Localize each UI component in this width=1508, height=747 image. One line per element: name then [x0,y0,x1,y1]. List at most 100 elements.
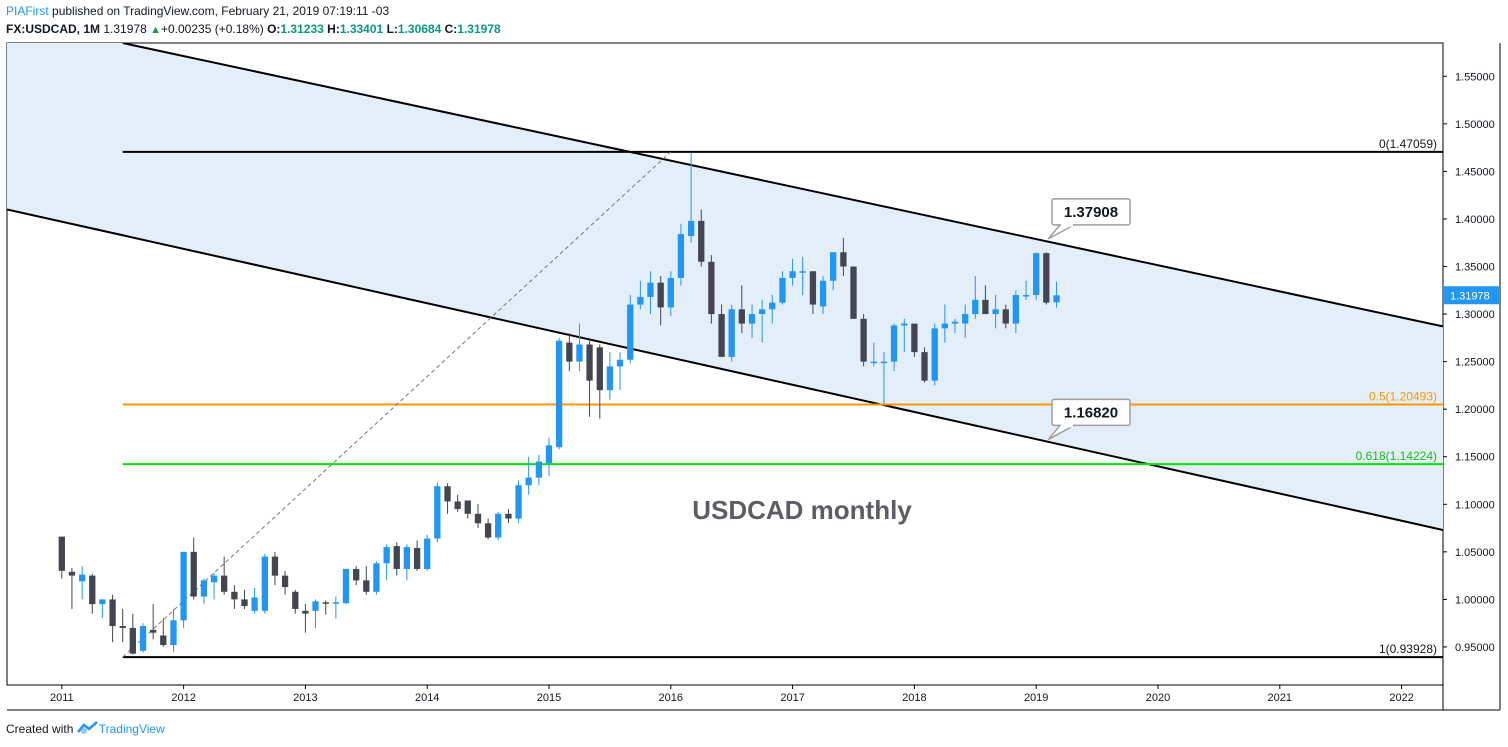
low-value: 1.30684 [397,22,442,36]
price-change: +0.00235 (+0.18%) [160,22,264,36]
candle-body [58,536,65,571]
candle [58,536,65,579]
candle-body [383,547,390,564]
candle [281,570,289,595]
candle-body [1022,295,1030,297]
candle [718,304,725,357]
candle-body [424,538,431,569]
candle-body [728,309,735,357]
candle [484,518,492,540]
candle-body [353,568,360,581]
candle [373,561,380,595]
candle [789,258,796,286]
candle [941,304,948,343]
candle [535,454,543,486]
candle-body [759,309,766,315]
candle [708,255,715,324]
candle [809,271,817,315]
candle [251,587,258,614]
tradingview-brand[interactable]: TradingView [98,722,165,736]
callout-pointer [1047,224,1075,240]
candle-body [657,282,664,308]
candle [322,600,329,615]
candle-body [972,299,979,315]
candle-body [271,556,279,576]
publisher-name[interactable]: PIAFirst [6,4,49,18]
candle [545,437,553,476]
candle [464,500,471,519]
price-callout: 1.16820 [1047,398,1131,441]
candle [870,342,877,367]
candle-body [1053,295,1060,303]
candle [931,323,938,386]
candle-body [515,485,522,519]
candle-body [505,513,512,519]
candle [109,594,116,643]
low-label: L: [386,22,398,36]
candle [667,271,674,316]
candle-body [525,477,532,486]
candle-body [901,323,908,326]
candle-body [200,580,208,597]
candle-body [718,314,725,357]
price-tick-label: 1.40000 [1455,214,1495,226]
candle-body [322,602,329,604]
plot-pane[interactable]: 0(1.47059) 0.5(1.20493) 0.618(1.14224) 1(0.… [7,29,1443,659]
price-axis[interactable]: 1.55000 1.50000 1.45000 1.40000 1.35000 1.300… [1443,71,1499,654]
fib-level-label: 0(1.47059) [1379,137,1437,151]
candle [555,337,563,450]
time-tick-label: 2011 [50,692,74,704]
candle [677,223,685,286]
created-with-label: Created with [6,722,74,736]
candle [180,551,187,628]
time-axis[interactable]: 2011 2012 2013 2014 2015 2016 2017 2018 2019 2020… [50,685,1414,704]
chart-title: USDCAD monthly [692,495,912,525]
candle [616,352,624,391]
candle [860,314,867,367]
candle [880,352,888,405]
time-tick-label: 2014 [415,692,439,704]
candle [170,608,177,652]
tradingview-logo-icon [76,721,98,734]
price-tick-label: 1.35000 [1455,262,1495,274]
candle-body [403,547,411,569]
price-tick-label: 1.10000 [1455,499,1495,511]
candle [586,337,593,417]
candle-body [637,296,644,305]
candle [576,323,583,372]
candle-body [180,551,187,621]
candle [261,553,268,614]
candle-body [312,601,319,611]
symbol-label: FX:USDCAD, 1M [6,22,101,36]
candle-body [79,574,86,582]
candle-body [160,635,167,646]
candle [921,347,928,383]
candle [566,333,573,372]
footer: Created with TradingView [6,721,165,736]
candle-body [586,344,593,381]
candle [515,480,522,524]
time-tick-label: 2021 [1268,692,1292,704]
candle [403,544,411,581]
candle-body [992,309,999,315]
candle [1012,290,1020,334]
price-tick-label: 0.95000 [1455,642,1495,654]
candle-body [495,513,502,538]
time-tick-label: 2022 [1389,692,1413,704]
candle-body [941,323,948,329]
candle-body [231,591,238,600]
candle-body [982,299,989,315]
candle [241,589,248,609]
candle-body [474,513,482,524]
candle-body [545,445,553,464]
candle-body [292,591,299,609]
candle-body [302,610,309,614]
candle [302,604,309,633]
candle-body [332,602,340,604]
candle [495,511,502,541]
candle-body [484,523,492,538]
candle-body [444,486,451,502]
candle-body [363,580,370,592]
candle [819,276,827,315]
